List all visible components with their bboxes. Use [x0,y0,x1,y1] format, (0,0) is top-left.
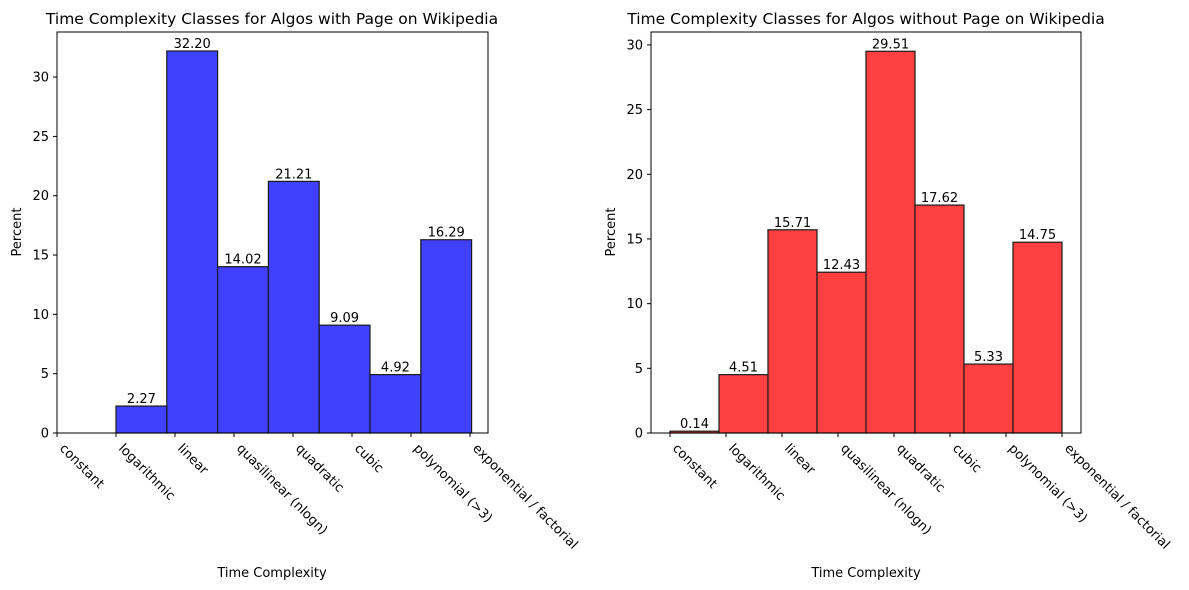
y-axis-label: Percent [10,208,25,257]
bar-exponential-factorial [420,239,473,434]
bar-exponential-factorial [1012,241,1063,434]
chart-with-wikipedia-page: Time Complexity Classes for Algos with P… [10,10,580,581]
x-tick-label: constant [669,441,720,492]
bars [115,50,473,434]
bar-cubic [914,204,965,434]
bar-linear [166,50,219,434]
y-axis-label: Percent [604,208,619,257]
y-tick-label: 30 [626,38,643,53]
bar-cubic [318,324,371,434]
bar-logarithmic [718,374,769,434]
bar-value-label: 15.71 [774,216,811,231]
bar-value-label: 14.75 [1019,228,1056,243]
bar-value-label: 4.51 [729,361,758,376]
chart-without-wikipedia-page: Time Complexity Classes for Algos withou… [604,10,1172,581]
bars [669,50,1063,434]
plot-frame [650,31,1082,434]
y-tick-label: 25 [32,130,49,145]
bar-value-label: 5.33 [974,350,1003,365]
y-tick-label: 10 [32,308,49,323]
bar-value-label: 0.14 [680,417,709,432]
x-tick-label: cubic [949,441,984,476]
bar-value-label: 9.09 [330,311,359,326]
bar-quasilinear-nlogn- [217,266,270,434]
bar-polynomial-3- [963,363,1014,434]
y-tick-label: 5 [635,362,643,377]
y-tick-label: 10 [626,297,643,312]
y-tick-label: 20 [626,168,643,183]
bar-value-labels: 0.14 4.51 15.71 12.43 29.51 17.62 5.33 14.75 [680,37,1056,432]
x-tick-label: quadratic [893,441,947,495]
y-axis-ticks: 0 5 10 15 20 25 30 [32,71,57,442]
chart-title: Time Complexity Classes for Algos withou… [626,10,1105,28]
x-tick-label: logarithmic [725,441,788,504]
x-tick-label: cubic [351,441,386,476]
bar-value-labels: 2.27 32.20 14.02 21.21 9.09 4.92 16.29 [127,37,465,407]
y-tick-label: 20 [32,189,49,204]
x-tick-label: exponential / factorial [1061,441,1172,552]
x-tick-label: exponential / factorial [469,441,580,552]
bar-quadratic [865,50,916,434]
bar-polynomial-3- [369,374,422,434]
x-tick-label: quadratic [292,441,346,495]
x-axis-label: Time Complexity [216,566,327,581]
y-tick-label: 0 [41,427,49,442]
bar-value-label: 2.27 [127,392,156,407]
bar-value-label: 16.29 [428,226,465,241]
plot-frame [56,31,489,434]
bar-value-label: 12.43 [823,258,860,273]
x-tick-label: linear [174,441,211,478]
x-tick-label: linear [781,441,818,478]
x-tick-label: logarithmic [115,441,178,504]
bar-value-label: 29.51 [872,37,909,52]
bar-value-label: 17.62 [921,191,958,206]
chart-title: Time Complexity Classes for Algos with P… [45,10,498,28]
bar-quasilinear-nlogn- [816,271,867,434]
bar-logarithmic [115,405,168,434]
bar-quadratic [267,180,320,434]
x-axis-label: Time Complexity [810,566,921,581]
bar-value-label: 14.02 [224,253,261,268]
y-tick-label: 25 [626,103,643,118]
bar-value-label: 4.92 [381,361,410,376]
bar-linear [767,229,818,434]
y-tick-label: 15 [32,249,49,264]
y-tick-label: 30 [32,71,49,86]
bar-value-label: 32.20 [174,37,211,52]
bar-value-label: 21.21 [275,167,312,182]
y-tick-label: 15 [626,232,643,247]
y-tick-label: 5 [41,367,49,382]
y-axis-ticks: 0 5 10 15 20 25 30 [626,38,651,442]
y-tick-label: 0 [635,427,643,442]
x-tick-label: constant [56,441,107,492]
